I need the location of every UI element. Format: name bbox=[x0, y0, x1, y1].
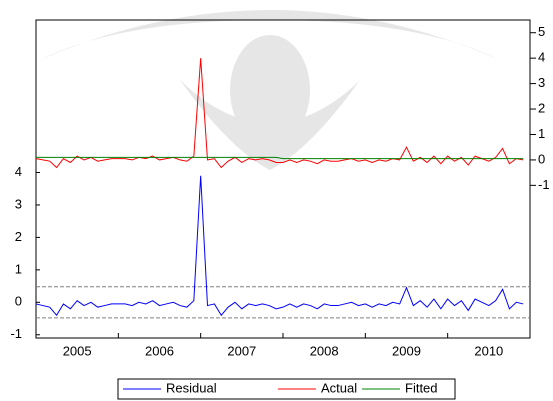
y-tick-label: 0 bbox=[15, 294, 22, 309]
series-line bbox=[36, 156, 524, 160]
x-tick-label: 2009 bbox=[392, 343, 421, 358]
y2-tick-label: 5 bbox=[538, 24, 545, 39]
y-tick-label: -1 bbox=[10, 326, 22, 341]
x-tick-label: 2006 bbox=[145, 343, 174, 358]
x-tick-label: 2010 bbox=[474, 343, 503, 358]
y2-tick-label: 1 bbox=[538, 126, 545, 141]
x-tick-label: 2008 bbox=[310, 343, 339, 358]
y-tick-label: 2 bbox=[15, 229, 22, 244]
series-line bbox=[35, 175, 524, 317]
x-tick-label: 2007 bbox=[227, 343, 256, 358]
y2-tick-label: -1 bbox=[538, 177, 550, 192]
legend-label: Actual bbox=[321, 380, 357, 395]
watermark-shape bbox=[230, 35, 310, 145]
legend-label: Fitted bbox=[405, 380, 438, 395]
y-tick-label: 1 bbox=[15, 261, 22, 276]
watermark-shape bbox=[40, 10, 500, 60]
x-tick-label: 2005 bbox=[63, 343, 92, 358]
series-line bbox=[35, 58, 524, 169]
y2-tick-label: 3 bbox=[538, 75, 545, 90]
y2-tick-label: 0 bbox=[538, 151, 545, 166]
y-tick-label: 4 bbox=[15, 164, 22, 179]
y-tick-label: 3 bbox=[15, 196, 22, 211]
legend-label: Residual bbox=[166, 380, 217, 395]
watermark bbox=[40, 10, 500, 170]
y2-tick-label: 2 bbox=[538, 100, 545, 115]
y2-tick-label: 4 bbox=[538, 50, 545, 65]
